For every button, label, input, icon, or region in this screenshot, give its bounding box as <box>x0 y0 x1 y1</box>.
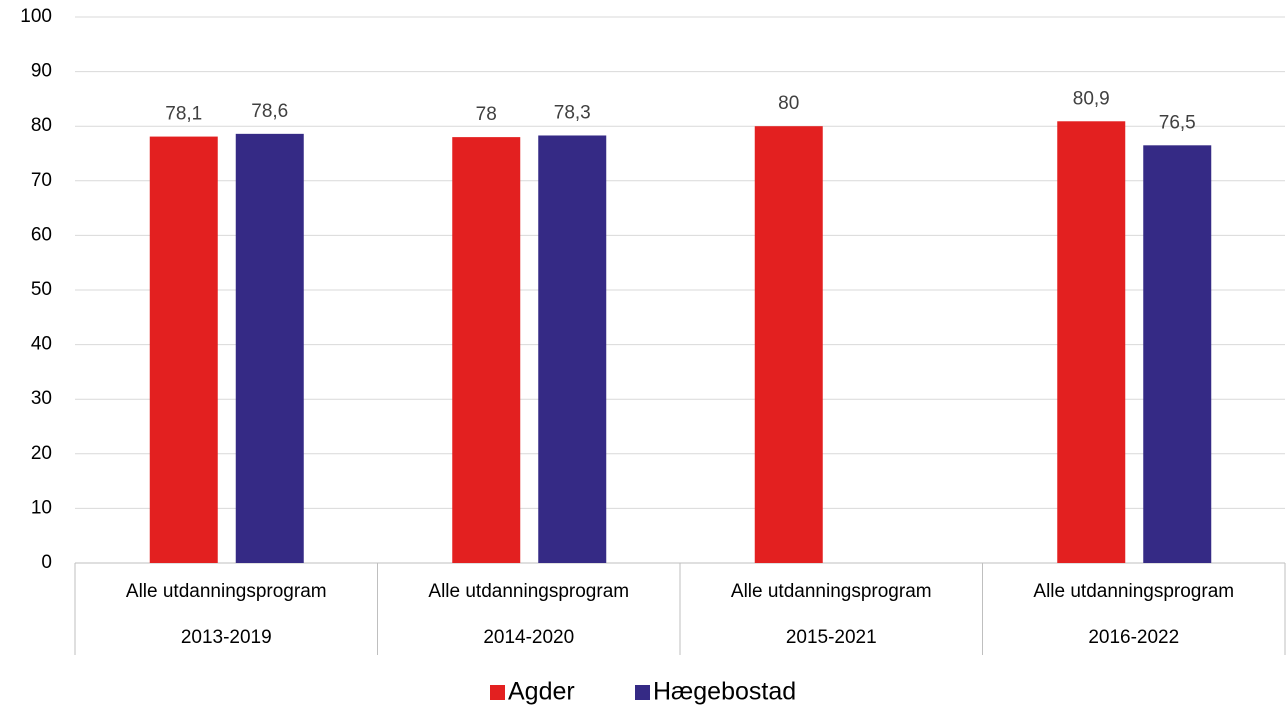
value-label: 76,5 <box>1159 112 1196 133</box>
legend-label: Agder <box>508 678 575 706</box>
legend-swatch <box>490 685 505 700</box>
value-label: 78,3 <box>554 102 591 123</box>
value-label: 78,6 <box>251 101 288 122</box>
bar <box>754 126 823 563</box>
bar <box>452 137 521 563</box>
y-tick-label: 100 <box>20 6 52 27</box>
bar <box>538 135 607 563</box>
y-tick-label: 80 <box>31 115 52 136</box>
y-tick-label: 20 <box>31 443 52 464</box>
value-label: 80,9 <box>1073 88 1110 109</box>
x-subcategory-label: Alle utdanningsprogram <box>1033 581 1234 602</box>
bar <box>149 136 218 563</box>
bar <box>1143 145 1212 563</box>
y-tick-label: 90 <box>31 61 52 82</box>
legend-swatch <box>635 685 650 700</box>
legend-label: Hægebostad <box>653 678 796 706</box>
y-tick-label: 70 <box>31 170 52 191</box>
x-tick-label: 2016-2022 <box>1088 627 1179 648</box>
y-tick-label: 10 <box>31 497 52 518</box>
value-label: 78,1 <box>165 104 202 125</box>
y-tick-label: 30 <box>31 388 52 409</box>
x-subcategory-label: Alle utdanningsprogram <box>731 581 932 602</box>
y-tick-label: 40 <box>31 334 52 355</box>
x-tick-label: 2013-2019 <box>181 627 272 648</box>
value-label: 80 <box>778 93 799 114</box>
value-label: 78 <box>476 104 497 125</box>
y-tick-label: 60 <box>31 224 52 245</box>
x-subcategory-label: Alle utdanningsprogram <box>126 581 327 602</box>
x-subcategory-label: Alle utdanningsprogram <box>428 581 629 602</box>
bar <box>235 133 304 563</box>
x-tick-label: 2014-2020 <box>483 627 574 648</box>
x-tick-label: 2015-2021 <box>786 627 877 648</box>
y-tick-label: 50 <box>31 279 52 300</box>
bar <box>1057 121 1126 563</box>
y-tick-label: 0 <box>41 552 52 573</box>
